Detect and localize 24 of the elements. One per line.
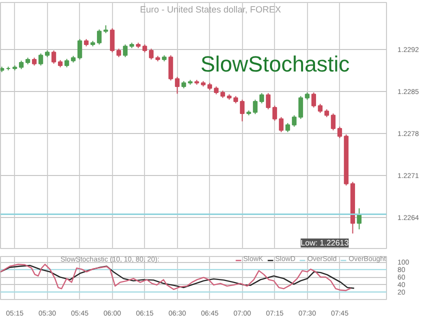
candlestick [51,50,56,64]
candlestick [292,114,297,128]
candlestick [110,28,115,53]
candlestick [278,116,284,133]
candlestick [240,99,245,122]
candlestick [337,126,342,139]
candlestick [168,54,174,81]
candlestick [266,92,271,110]
candlestick [311,92,316,108]
candlestick [96,29,102,45]
candlestick [259,92,264,104]
candlestick [38,53,44,66]
annotation: Low: 1.22613 [300,238,350,248]
candlestick [330,113,336,131]
candlestick [298,96,304,120]
candlestick [272,105,278,122]
candlestick [148,48,154,60]
candlestick [122,44,128,58]
chart-title: Euro - United States dollar, FOREX [140,4,282,14]
candlestick [252,99,258,115]
candlestick [174,76,180,94]
candlestick [77,38,82,60]
candlestick [285,122,290,133]
annotation: SlowStochastic [200,52,350,76]
